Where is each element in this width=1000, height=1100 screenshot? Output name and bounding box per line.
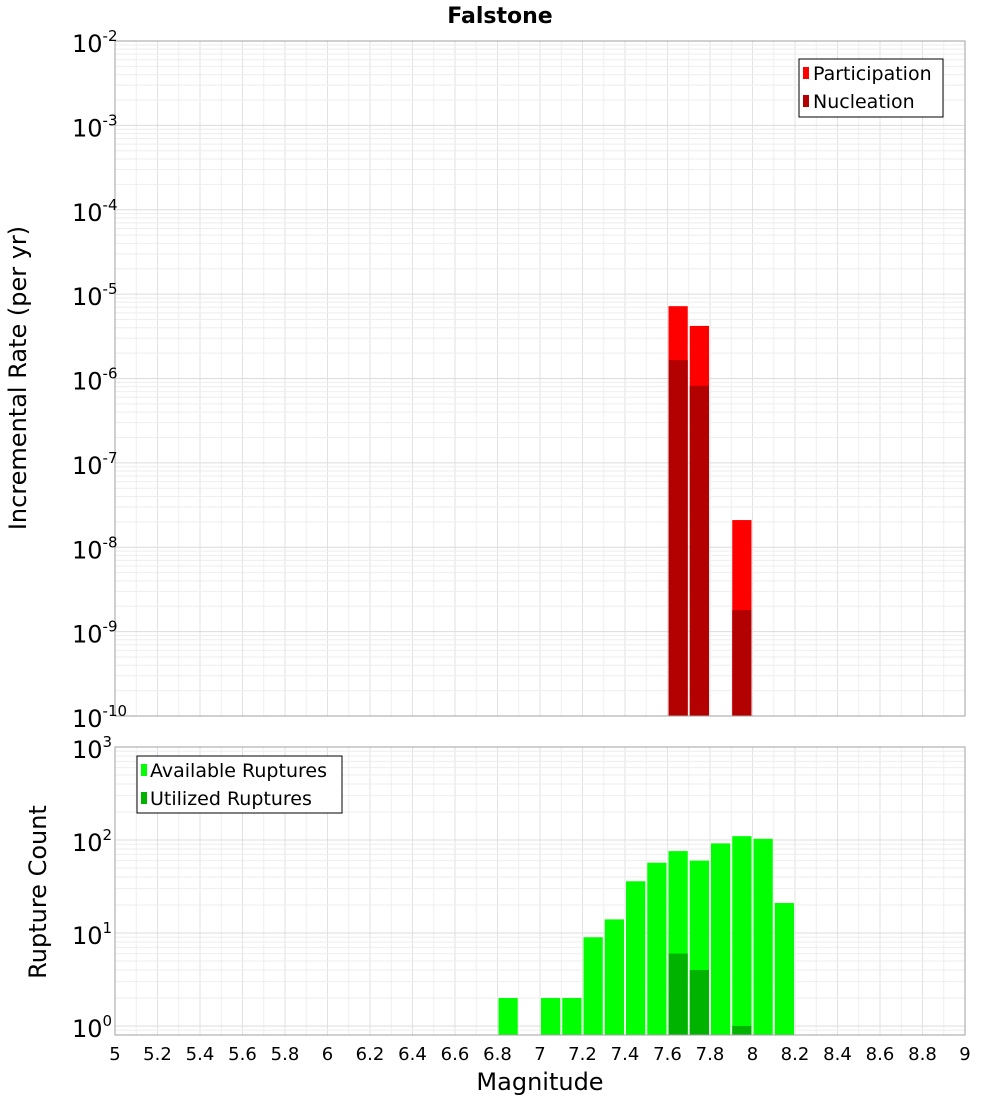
x-tick-label: 9 xyxy=(959,1044,970,1065)
x-tick-label: 5.6 xyxy=(228,1044,257,1065)
count-bar-utilized-ruptures xyxy=(732,1025,752,1035)
rate-bar-nucleation xyxy=(689,385,709,716)
x-tick-label: 5 xyxy=(109,1044,120,1065)
rate-legend-box xyxy=(798,58,944,118)
x-ticks: 5 5.2 5.4 5.6 5.8 6 6.2 6.4 6.6 6.8 7 7.2 7.4 7.6 7.8 8… xyxy=(109,1044,970,1065)
nucleation-legend-label: Nucleation xyxy=(813,91,915,113)
count-bars xyxy=(498,836,794,1035)
count-bar-available-ruptures xyxy=(711,843,731,1035)
count-bar-available-ruptures xyxy=(626,881,646,1035)
rate-y-axis-label: Incremental Rate (per yr) xyxy=(4,226,32,530)
count-bar-available-ruptures xyxy=(647,862,667,1035)
x-tick-label: 8.8 xyxy=(908,1044,937,1065)
count-ytick-label: 102 xyxy=(72,826,112,857)
rate-ytick-label: 10-3 xyxy=(72,111,118,142)
x-tick-label: 8.2 xyxy=(781,1044,810,1065)
x-tick-label: 7.4 xyxy=(611,1044,640,1065)
count-ytick-label: 100 xyxy=(72,1012,112,1043)
utilized-legend-label: Utilized Ruptures xyxy=(150,788,312,810)
available-swatch xyxy=(141,764,147,776)
count-bar-available-ruptures xyxy=(774,903,794,1035)
rate-ytick-label: 10-8 xyxy=(72,533,118,564)
utilized-swatch xyxy=(141,792,147,804)
count-y-axis-label: Rupture Count xyxy=(24,805,52,979)
rate-ytick-label: 10-9 xyxy=(72,618,118,649)
rate-bar-nucleation xyxy=(732,610,752,716)
rate-bars xyxy=(668,306,752,716)
count-bar-utilized-ruptures xyxy=(668,953,688,1035)
rate-legend: Participation Nucleation xyxy=(798,58,944,118)
count-legend: Available Ruptures Utilized Ruptures xyxy=(136,755,343,814)
x-tick-label: 7.6 xyxy=(653,1044,682,1065)
count-bar-available-ruptures xyxy=(583,937,603,1035)
x-tick-label: 7 xyxy=(534,1044,545,1065)
count-bar-available-ruptures xyxy=(604,919,624,1035)
count-plot-border xyxy=(114,746,966,1036)
x-axis-label: Magnitude xyxy=(476,1068,603,1096)
count-panel: 100 101 102 103 5 5.2 5.4 5.6 5.8 6 6.2 6.4 6.6 6.8 7… xyxy=(24,733,971,1096)
x-tick-label: 6.6 xyxy=(441,1044,470,1065)
rate-ytick-label: 10-4 xyxy=(72,196,118,227)
x-tick-label: 8 xyxy=(747,1044,758,1065)
rate-ytick-label: 10-2 xyxy=(72,27,118,58)
x-tick-label: 6.4 xyxy=(398,1044,427,1065)
x-tick-label: 6 xyxy=(322,1044,333,1065)
count-legend-box xyxy=(136,755,343,814)
x-tick-label: 8.6 xyxy=(866,1044,895,1065)
count-bar-available-ruptures xyxy=(562,997,582,1035)
count-ytick-label: 101 xyxy=(72,919,112,950)
x-tick-label: 7.2 xyxy=(568,1044,597,1065)
count-bar-available-ruptures xyxy=(753,838,773,1035)
rate-ytick-label: 10-5 xyxy=(72,280,118,311)
count-ytick-label: 103 xyxy=(72,733,112,764)
nucleation-swatch xyxy=(803,95,809,107)
rate-panel: 10-10 10-9 10-8 10-7 10-6 10-5 10-4 10-3 10-2 In… xyxy=(4,27,966,733)
rate-bar-nucleation xyxy=(668,360,688,716)
count-bar-available-ruptures xyxy=(541,997,561,1035)
count-bar-utilized-ruptures xyxy=(689,969,709,1035)
rate-y-ticks: 10-10 10-9 10-8 10-7 10-6 10-5 10-4 10-3 10-2 xyxy=(72,27,127,733)
x-tick-label: 5.2 xyxy=(143,1044,172,1065)
x-tick-label: 8.4 xyxy=(823,1044,852,1065)
rate-gridlines xyxy=(114,40,966,717)
available-legend-label: Available Ruptures xyxy=(150,760,327,782)
rate-ytick-label: 10-6 xyxy=(72,365,118,396)
count-bar-available-ruptures xyxy=(732,836,752,1035)
rate-ytick-label: 10-7 xyxy=(72,449,118,480)
count-bar-available-ruptures xyxy=(498,997,518,1035)
chart-title: Falstone xyxy=(447,4,552,29)
x-tick-label: 7.8 xyxy=(696,1044,725,1065)
x-tick-label: 6.8 xyxy=(483,1044,512,1065)
count-y-ticks: 100 101 102 103 xyxy=(72,733,112,1043)
rate-plot-border xyxy=(114,40,966,717)
rate-ytick-label: 10-10 xyxy=(72,702,127,733)
participation-legend-label: Participation xyxy=(813,63,932,85)
x-tick-label: 5.4 xyxy=(186,1044,215,1065)
participation-swatch xyxy=(803,67,809,79)
x-tick-label: 5.8 xyxy=(271,1044,300,1065)
x-tick-label: 6.2 xyxy=(356,1044,385,1065)
